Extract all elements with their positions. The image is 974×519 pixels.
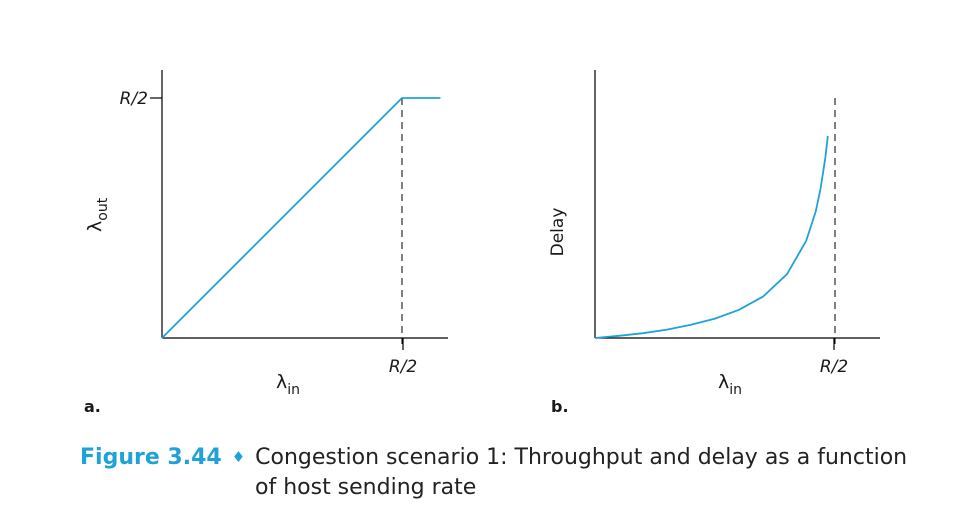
chart-b-x-axis-symbol: λ bbox=[718, 371, 729, 393]
chart-a-x-axis-symbol: λ bbox=[276, 371, 287, 393]
chart-a-y-axis-subscript: out bbox=[95, 197, 111, 220]
caption-line-1: Congestion scenario 1: Throughput and de… bbox=[255, 445, 908, 470]
chart-b-delay-curve bbox=[594, 135, 829, 339]
chart-a-x-tick-label: R/2 bbox=[389, 357, 417, 377]
chart-a-x-axis-label: λin bbox=[276, 371, 300, 398]
chart-a-y-tick-label: R/2 bbox=[120, 89, 148, 109]
figure-caption: Figure 3.44 ♦ Congestion scenario 1: Throu… bbox=[80, 442, 960, 503]
chart-b-y-axis-label: Delay bbox=[548, 208, 568, 257]
chart-a-y-axis-label: λout bbox=[84, 197, 111, 232]
figure-number: Figure 3.44 bbox=[80, 445, 222, 470]
chart-b-x-tick-label: R/2 bbox=[820, 357, 848, 377]
caption-line-2: of host sending rate bbox=[255, 475, 477, 500]
chart-a: R/2 R/2 λin λout a. bbox=[84, 70, 448, 416]
diamond-icon: ♦ bbox=[231, 448, 246, 466]
chart-b-x-axis-subscript: in bbox=[729, 382, 742, 398]
chart-b-x-axis-label: λin bbox=[718, 371, 742, 398]
chart-b-panel-label: b. bbox=[551, 397, 569, 416]
chart-a-throughput-line bbox=[161, 97, 441, 339]
chart-b: R/2 λin Delay b. bbox=[548, 70, 880, 416]
chart-a-y-axis-symbol: λ bbox=[84, 221, 106, 232]
chart-a-panel-label: a. bbox=[84, 397, 101, 416]
chart-a-x-axis-subscript: in bbox=[287, 382, 300, 398]
